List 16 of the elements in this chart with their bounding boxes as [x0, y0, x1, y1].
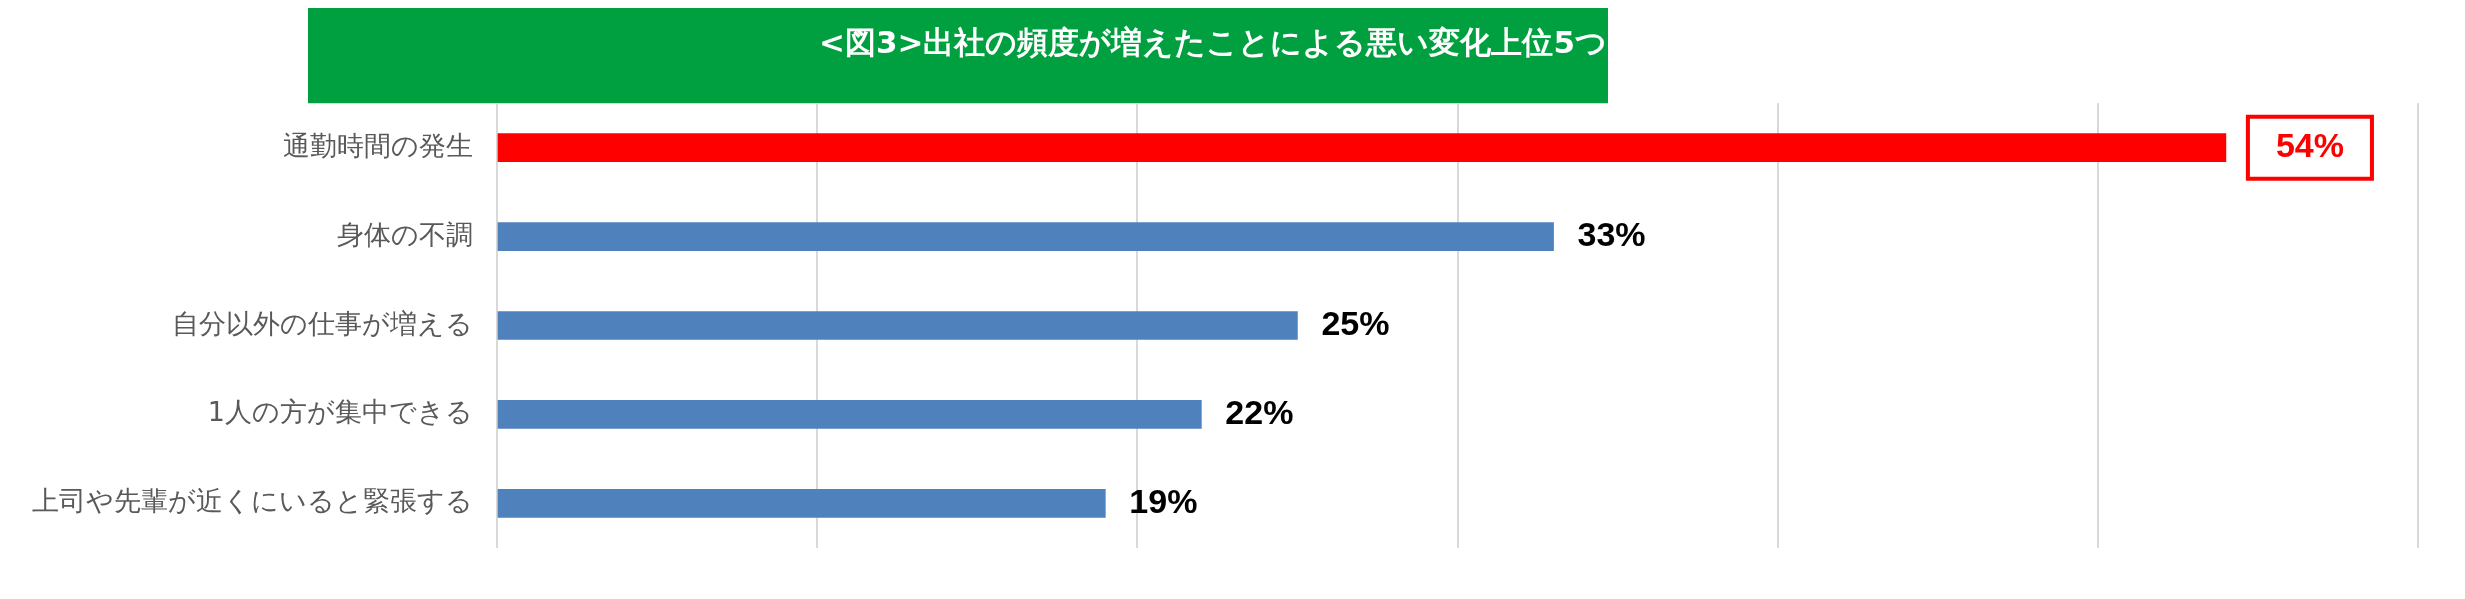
y-tick-label: 自分以外の仕事が増える — [172, 307, 473, 339]
y-tick-label: 1人の方が集中できる — [207, 396, 473, 428]
bar — [497, 400, 1202, 429]
data-label: 22% — [1225, 392, 1294, 431]
data-label: 54% — [2275, 126, 2344, 165]
bar — [497, 489, 1106, 518]
y-tick-label: 通勤時間の発生 — [283, 129, 473, 161]
bar — [497, 133, 2227, 162]
data-label: 19% — [1129, 481, 1198, 520]
data-label: 33% — [1577, 214, 1646, 253]
y-tick-label: 上司や先輩が近くにいると緊張する — [32, 485, 473, 517]
bar — [497, 222, 1554, 251]
bar — [497, 311, 1298, 340]
chart-title: <図3>出社の頻度が増えたことによる悪い変化上位5つ — [818, 23, 1608, 60]
y-tick-label: 身体の不調 — [337, 218, 473, 250]
data-label: 25% — [1321, 303, 1390, 342]
